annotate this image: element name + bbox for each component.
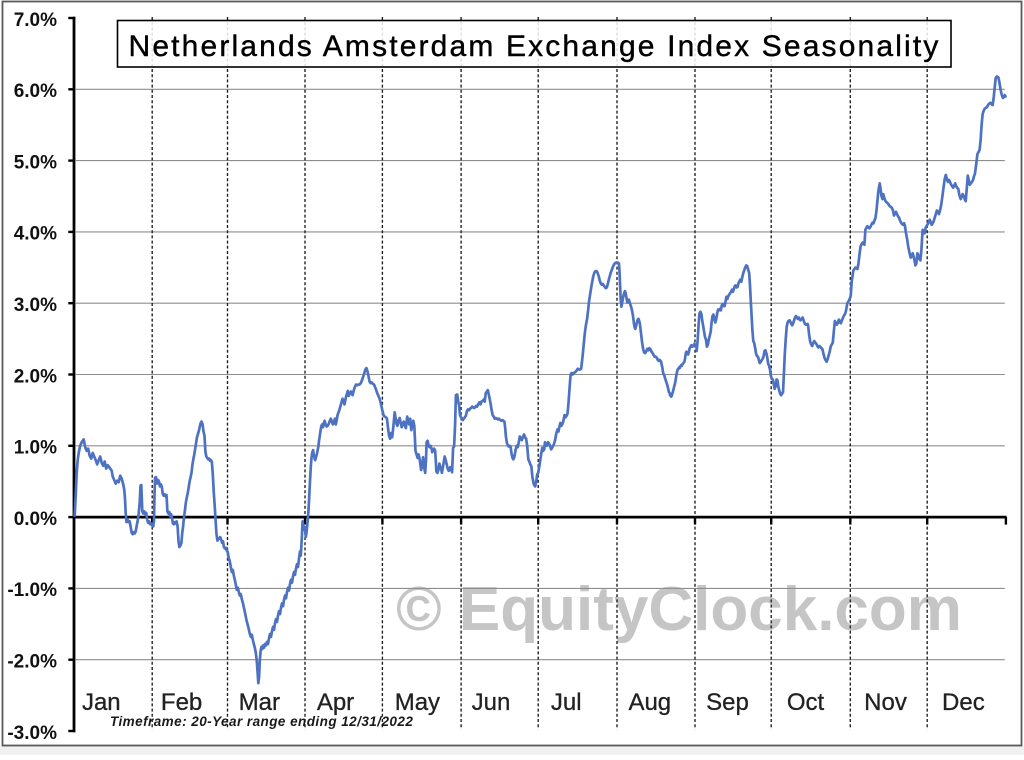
svg-text:© EquityClock.com: © EquityClock.com bbox=[396, 575, 962, 644]
svg-text:-1.0%: -1.0% bbox=[7, 580, 57, 601]
svg-text:3.0%: 3.0% bbox=[14, 295, 57, 316]
svg-text:Jul: Jul bbox=[551, 689, 582, 716]
svg-text:7.0%: 7.0% bbox=[14, 10, 57, 31]
svg-text:Nov: Nov bbox=[864, 689, 907, 716]
svg-text:May: May bbox=[395, 689, 440, 716]
svg-text:Timeframe: 20-Year range endin: Timeframe: 20-Year range ending 12/31/20… bbox=[110, 714, 413, 729]
svg-text:Apr: Apr bbox=[317, 689, 354, 716]
svg-text:2.0%: 2.0% bbox=[14, 366, 57, 387]
svg-text:Feb: Feb bbox=[161, 689, 202, 716]
svg-text:4.0%: 4.0% bbox=[14, 224, 57, 245]
svg-text:Dec: Dec bbox=[942, 689, 985, 716]
svg-text:1.0%: 1.0% bbox=[14, 438, 57, 459]
svg-text:Aug: Aug bbox=[628, 689, 671, 716]
svg-text:Oct: Oct bbox=[787, 689, 825, 716]
svg-text:Jun: Jun bbox=[472, 689, 511, 716]
svg-text:6.0%: 6.0% bbox=[14, 81, 57, 102]
svg-text:-3.0%: -3.0% bbox=[7, 723, 57, 744]
svg-text:5.0%: 5.0% bbox=[14, 152, 57, 173]
svg-text:0.0%: 0.0% bbox=[14, 509, 57, 530]
svg-text:Sep: Sep bbox=[706, 689, 749, 716]
svg-text:Jan: Jan bbox=[82, 689, 121, 716]
svg-text:-2.0%: -2.0% bbox=[7, 652, 57, 673]
svg-text:Netherlands Amsterdam Exchange: Netherlands Amsterdam Exchange Index Sea… bbox=[129, 30, 941, 63]
svg-text:Mar: Mar bbox=[239, 689, 280, 716]
